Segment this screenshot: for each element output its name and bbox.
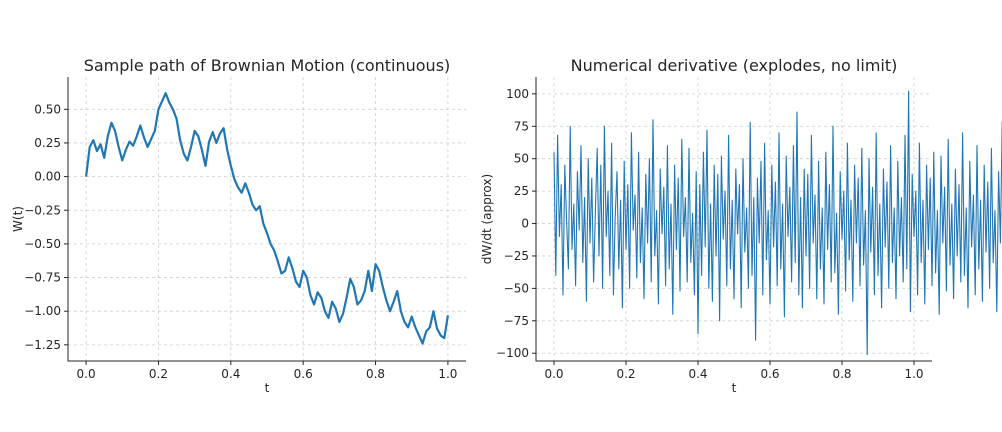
x-axis-label: t [265, 381, 270, 395]
y-tick-label: −0.50 [24, 237, 61, 251]
y-tick-label: −50 [504, 281, 529, 295]
y-axis-label: dW/dt (approx) [480, 174, 494, 264]
y-tick-label: −100 [496, 346, 529, 360]
chart-1: 0.0 0.2 0.4 0.6 0.8 1.0 0.50 0.25 0.00 −0.25 −0.50… [11, 56, 466, 395]
x-tick-label: 0.8 [832, 367, 851, 381]
y-axis-label: W(t) [11, 206, 25, 232]
y-tick-label: −0.75 [24, 271, 61, 285]
x-tick-label: 1.0 [904, 367, 923, 381]
x-tick-label: 0.0 [77, 367, 96, 381]
x-tick-label: 0.4 [688, 367, 707, 381]
y-tick-label: 0.50 [34, 102, 61, 116]
x-tick-label: 0.8 [366, 367, 385, 381]
chart-2: 0.0 0.2 0.4 0.6 0.8 1.0 100 75 50 25 0 −25 −50 −75 −10… [480, 56, 1002, 395]
y-tick-label: 50 [514, 152, 529, 166]
chart-title: Sample path of Brownian Motion (continuo… [84, 56, 451, 75]
x-tick-label: 1.0 [438, 367, 457, 381]
axes-spines [535, 77, 932, 362]
series-line-1 [553, 90, 1002, 356]
y-tick-label: 100 [506, 87, 529, 101]
y-tick-label: −1.25 [24, 338, 61, 352]
x-tick-label: 0.6 [294, 367, 313, 381]
y-tick-label: −0.25 [24, 203, 61, 217]
x-axis-label: t [732, 381, 737, 395]
x-tick-label: 0.0 [544, 367, 563, 381]
x-tick-label: 0.6 [760, 367, 779, 381]
chart-title: Numerical derivative (explodes, no limit… [571, 56, 898, 75]
y-tick-label: 25 [514, 184, 529, 198]
x-tick-label: 0.2 [149, 367, 168, 381]
y-tick-label: −1.00 [24, 304, 61, 318]
x-tick-label: 0.2 [616, 367, 635, 381]
series-line-1 [84, 92, 449, 345]
y-tick-label: −25 [504, 249, 529, 263]
axes-spines [67, 77, 466, 362]
y-tick-label: 0.25 [34, 136, 61, 150]
y-tick-label: 75 [514, 119, 529, 133]
y-tick-label: 0 [521, 217, 529, 231]
x-tick-label: 0.4 [221, 367, 240, 381]
y-tick-label: 0.00 [34, 170, 61, 184]
y-tick-label: −75 [504, 314, 529, 328]
